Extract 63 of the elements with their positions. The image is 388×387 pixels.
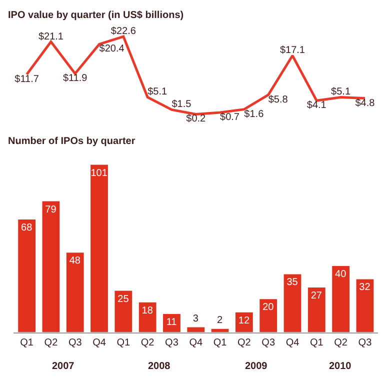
bar	[260, 299, 278, 332]
x-tick-label: Q4	[92, 337, 106, 348]
data-label: $11.7	[14, 74, 40, 85]
data-label: $17.1	[280, 45, 306, 56]
data-label: $21.1	[38, 31, 64, 42]
data-label: 48	[69, 256, 81, 267]
x-tick-label: Q2	[334, 337, 348, 348]
bar	[42, 201, 60, 332]
bar	[114, 290, 132, 332]
data-label: $5.1	[148, 86, 168, 98]
data-label: $5.8	[268, 94, 288, 106]
data-label: 25	[118, 294, 130, 305]
x-tick-label: Q4	[286, 337, 300, 348]
x-tick-label: Q1	[310, 337, 324, 348]
data-label: 27	[310, 290, 322, 302]
chart-title: IPO value by quarter (in US$ billions)	[8, 10, 184, 21]
data-label: $1.5	[172, 99, 192, 110]
x-tick-label: Q3	[262, 337, 276, 348]
text: 2008	[148, 361, 171, 372]
bar	[356, 279, 374, 332]
x-tick-label: Q2	[238, 337, 252, 348]
bar	[138, 302, 156, 332]
data-label: $20.4	[99, 44, 125, 55]
data-label: 40	[335, 268, 347, 280]
data-label: $22.6	[110, 26, 136, 38]
text: 2007	[52, 361, 75, 372]
data-label: 32	[359, 282, 371, 294]
bar	[332, 266, 350, 332]
data-label: 20	[262, 302, 274, 314]
text: 2009	[245, 361, 268, 372]
x-tick-label: Q4	[189, 337, 203, 348]
data-label: $11.9	[62, 73, 88, 84]
x-tick-label: Q1	[20, 337, 34, 348]
data-label: $1.6	[244, 108, 264, 120]
x-tick-label: Q1	[213, 337, 228, 348]
data-label: 12	[238, 315, 250, 326]
data-label: 2	[217, 314, 224, 326]
data-label: 35	[286, 277, 298, 288]
bar	[308, 287, 326, 332]
bar	[187, 327, 205, 332]
x-tick-label: Q3	[165, 337, 179, 348]
bar	[284, 274, 302, 332]
bar	[66, 252, 84, 332]
bar	[18, 220, 36, 332]
x-tick-label: Q3	[68, 337, 82, 348]
data-label: 68	[21, 222, 33, 234]
data-label: $0.7	[220, 112, 240, 123]
data-label: $5.1	[331, 86, 351, 98]
data-label: $4.1	[306, 100, 327, 112]
data-label: $4.8	[355, 98, 376, 109]
x-tick-label: Q3	[358, 337, 372, 348]
chart-title: Number of IPOs by quarter	[8, 136, 136, 147]
text: 2010	[329, 361, 352, 372]
x-tick-label: Q2	[140, 337, 155, 348]
data-label: 79	[45, 204, 57, 216]
bar	[90, 164, 108, 332]
data-label: 3	[192, 313, 199, 324]
data-label: 101	[90, 168, 108, 179]
data-label: 11	[166, 317, 178, 328]
x-tick-label: Q1	[116, 337, 131, 348]
data-label: 18	[142, 305, 154, 316]
data-label: $0.2	[186, 114, 206, 125]
x-tick-label: Q2	[44, 337, 58, 348]
